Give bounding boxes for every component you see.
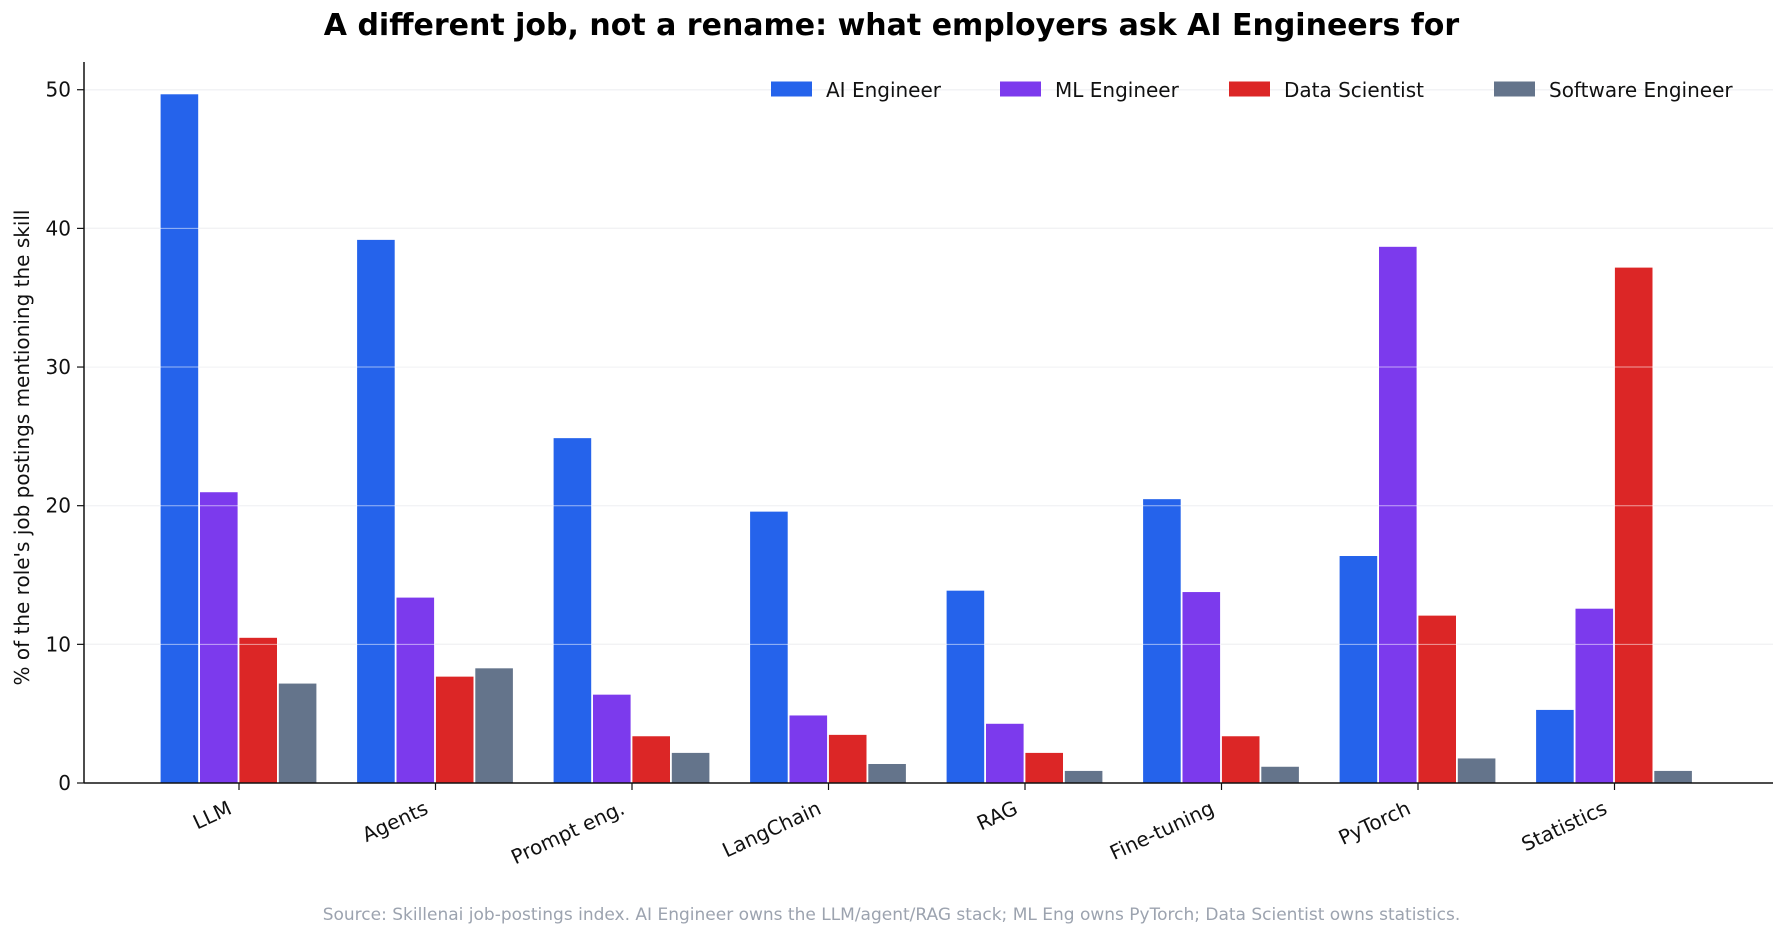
y-tick-label: 50 [46,78,71,102]
chart-title: A different job, not a rename: what empl… [323,8,1460,43]
bars [84,89,1773,784]
bar [1535,709,1575,784]
x-tick-label: Fine-tuning [1106,796,1218,865]
bar [277,682,318,784]
y-tick-label: 30 [46,355,71,379]
bar [592,693,632,784]
y-tick-label: 20 [46,494,71,518]
bar [552,437,593,784]
bar [1378,246,1418,784]
bar [867,763,907,784]
bar [199,491,239,784]
bar [1260,765,1300,784]
bar [1181,591,1221,784]
bar [631,735,671,784]
bar [1142,498,1182,784]
legend-swatch [1229,81,1270,97]
bar [945,589,986,784]
bar [671,752,711,784]
bar [159,93,199,784]
x-tick-label: PyTorch [1335,796,1414,850]
x-tick-label: Agents [358,796,431,847]
x-tick-label: RAG [973,796,1021,835]
bar [985,722,1025,784]
bar [238,637,278,784]
y-tick-label: 0 [58,771,71,795]
bar [1457,757,1497,784]
bar [356,239,396,784]
bar [1024,752,1064,784]
legend-swatch [1000,81,1041,97]
legend-swatch [1494,81,1535,97]
x-tick-label: LLM [189,796,235,834]
legend-label: ML Engineer [1055,78,1180,102]
x-tick-label: Prompt eng. [507,796,628,869]
legend: AI Engineer ML Engineer Data Scientist Soft… [771,78,1733,102]
bar [749,510,789,784]
y-tick-label: 40 [46,216,71,240]
legend-label: Data Scientist [1284,78,1424,102]
bar [474,667,514,784]
bar [788,714,828,784]
bar [435,675,475,784]
legend-label: AI Engineer [826,78,942,102]
y-tick-label: 10 [46,632,71,656]
y-axis-title: % of the role's job postings mentioning … [10,210,34,686]
source-note: Source: Skillenai job-postings index. AI… [322,905,1461,925]
bar [1574,607,1614,784]
bar [1614,266,1654,784]
legend-swatch [771,81,812,97]
bar [1221,735,1261,784]
bar [395,596,435,784]
bar [1653,770,1693,784]
x-tick-label: LangChain [718,796,824,863]
bar [1417,614,1457,784]
legend-label: Software Engineer [1549,78,1733,102]
x-tick-label: Statistics [1518,796,1611,856]
bar [1338,555,1378,784]
bar [1064,770,1104,784]
bar [828,734,868,784]
